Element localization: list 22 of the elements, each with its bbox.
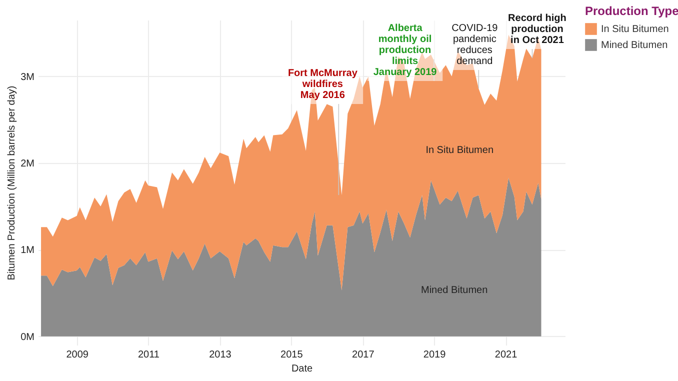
legend-label: Mined Bitumen <box>601 40 668 51</box>
x-tick-label: 2009 <box>66 350 89 360</box>
y-tick-label: 2M <box>20 158 34 170</box>
text: Mined Bitumen <box>420 284 488 296</box>
x-tick-label: 2011 <box>138 350 160 360</box>
x-tick-label: 2017 <box>352 350 375 360</box>
y-tick-label: 1M <box>20 245 34 256</box>
annotation: Record high production in Oct 2021 <box>508 13 566 46</box>
legend-title: Production Type <box>585 4 678 18</box>
legend-label: In Situ Bitumen <box>601 24 669 35</box>
x-tick-label: 2019 <box>423 350 446 360</box>
x-axis-title: Date <box>291 364 313 374</box>
y-tick-label: 3M <box>20 72 34 83</box>
y-axis-title: Bitumen Production (Million barrels per day) <box>6 86 18 280</box>
annotation: COVID-19 pandemic reduces demand <box>452 23 498 67</box>
text: In Situ Bitumen <box>426 145 494 156</box>
x-tick-label: 2013 <box>209 350 232 360</box>
annotation: Alberta monthly oil production limits January 2019 <box>373 23 438 78</box>
x-tick-label: 2021 <box>494 350 518 360</box>
y-tick-label: 0M <box>20 332 34 343</box>
annotation: Fort McMurray wildfires May 2016 <box>288 68 358 101</box>
x-tick-label: 2015 <box>280 350 304 360</box>
